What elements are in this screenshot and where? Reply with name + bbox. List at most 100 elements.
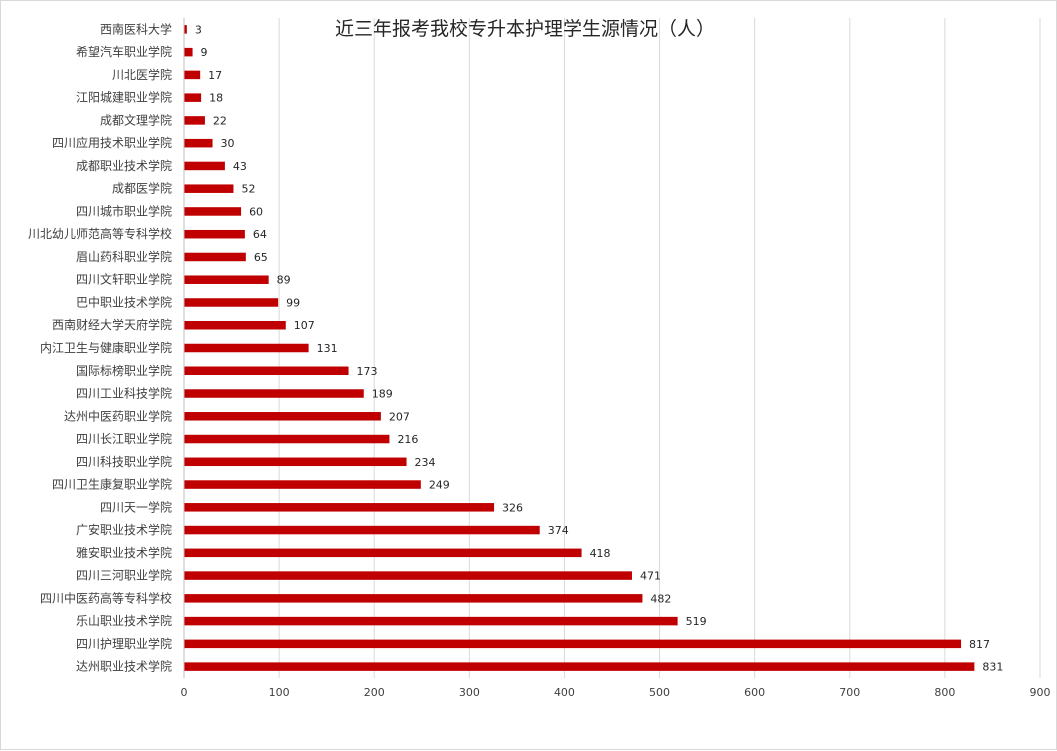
bars [184,25,975,671]
category-label: 乐山职业技术学院 [76,613,172,628]
value-label: 249 [429,479,450,492]
category-label: 四川中医药高等专科学校 [40,590,172,605]
category-label: 成都医学院 [112,181,172,196]
category-label: 成都职业技术学院 [76,158,172,173]
value-label: 326 [502,501,523,514]
value-label: 418 [590,547,611,560]
gridlines [183,18,1041,678]
category-label: 巴中职业技术学院 [76,294,172,309]
bar [184,275,269,284]
bar [184,639,962,649]
category-label: 江阳城建职业学院 [76,90,172,105]
category-label: 西南医科大学 [100,21,172,36]
value-label: 189 [372,388,393,401]
category-label: 川北幼儿师范高等专科学校 [28,226,172,241]
bar [184,525,540,535]
category-label: 希望汽车职业学院 [76,44,172,59]
chart-title: 近三年报考我校专升本护理学生源情况（人） [335,18,715,40]
value-label: 207 [389,410,410,423]
value-label: 64 [253,228,267,241]
value-label: 89 [277,274,291,287]
category-label: 川北医学院 [112,67,172,82]
x-tick-label: 400 [554,686,575,699]
value-label: 831 [982,661,1003,674]
value-label: 52 [241,183,255,196]
bar [184,70,201,80]
bar [184,116,205,125]
bar [184,366,349,376]
x-tick-label: 500 [649,686,670,699]
category-label: 国际标榜职业学院 [76,363,172,378]
x-tick-label: 100 [269,686,290,699]
value-label: 9 [201,46,208,59]
bar [184,207,242,216]
category-label: 四川长江职业学院 [76,431,172,446]
bar [184,161,225,171]
x-tick-label: 900 [1030,686,1051,699]
category-label: 达州中医药职业学院 [64,408,172,423]
category-label: 四川城市职业学院 [76,203,172,218]
value-label: 234 [415,456,436,469]
category-label: 内江卫生与健康职业学院 [40,340,172,355]
value-label: 216 [397,433,418,446]
category-label: 西南财经大学天府学院 [52,317,172,332]
value-label: 22 [213,114,227,127]
value-label: 107 [294,319,315,332]
bar [184,457,407,467]
bar [184,320,286,330]
value-label: 131 [317,342,338,355]
bar [184,571,632,580]
bar [184,480,421,489]
bar [184,343,309,353]
bar [184,298,279,307]
value-label: 374 [548,524,569,537]
bar [184,412,381,421]
bar [184,434,390,444]
bar [184,229,245,239]
bar [184,616,678,626]
category-label: 四川卫生康复职业学院 [52,477,172,492]
category-label: 四川护理职业学院 [76,636,172,651]
value-label: 43 [233,160,247,173]
category-label: 广安职业技术学院 [76,522,172,537]
x-tick-label: 200 [364,686,385,699]
category-label: 眉山药科职业学院 [76,249,172,264]
value-label: 99 [286,296,300,309]
value-label: 173 [357,365,378,378]
value-label: 482 [650,592,671,605]
x-axis: 0 100 200 300 400 500 600 700 800 900 [181,686,1051,699]
category-label: 四川工业科技学院 [76,386,172,401]
x-tick-label: 800 [934,686,955,699]
value-label: 3 [195,23,202,36]
value-label: 817 [969,638,990,651]
category-label: 四川文轩职业学院 [76,272,172,287]
value-label: 519 [686,615,707,628]
y-axis: 西南医科大学希望汽车职业学院川北医学院江阳城建职业学院成都文理学院四川应用技术职… [28,18,185,678]
bar [184,47,193,57]
value-label: 18 [209,92,223,105]
value-label: 30 [221,137,235,150]
bar [184,138,213,148]
category-label: 雅安职业技术学院 [76,545,172,560]
value-label: 17 [208,69,222,82]
x-tick-label: 600 [744,686,765,699]
category-label: 达州职业技术学院 [76,659,172,674]
bar [184,594,643,603]
value-label: 471 [640,570,661,583]
x-tick-label: 0 [181,686,188,699]
value-label: 60 [249,205,263,218]
bar [184,25,187,34]
category-label: 四川天一学院 [100,499,172,514]
bar [184,252,246,262]
category-label: 成都文理学院 [100,112,172,127]
bar [184,662,975,671]
category-label: 四川科技职业学院 [76,454,172,469]
bar [184,389,364,398]
bar [184,93,202,102]
category-label: 四川三河职业学院 [76,568,172,583]
value-label: 65 [254,251,268,264]
bar [184,548,582,558]
